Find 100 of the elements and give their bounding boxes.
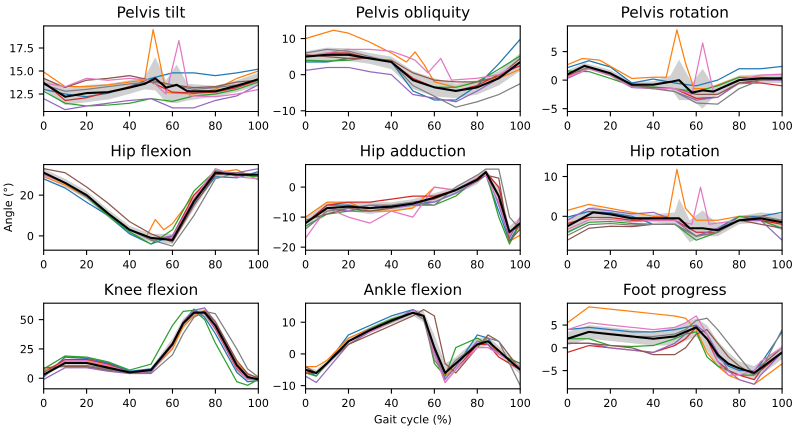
x-tick-label: 40 [646, 260, 660, 268]
x-tick-label: 100 [248, 260, 268, 268]
x-tick-label: 100 [772, 398, 792, 408]
x-tick-label: 40 [123, 121, 136, 130]
x-tick-label: 20 [80, 121, 93, 130]
line-series [44, 40, 258, 98]
x-tick-label: 60 [428, 121, 441, 130]
y-tick-label: 5 [552, 48, 557, 56]
x-tick-label: 40 [123, 260, 136, 268]
x-tick-label: 80 [470, 121, 484, 130]
line-series [306, 54, 520, 83]
x-tick-label: 100 [248, 398, 268, 408]
x-tick-label: 0 [40, 398, 46, 408]
x-tick-label: 20 [342, 260, 355, 268]
x-tick-label: 80 [209, 121, 222, 130]
x-tick-label: 20 [80, 398, 93, 408]
x-tick-label: 100 [772, 260, 792, 268]
x-tick-label: 60 [690, 121, 703, 130]
x-tick-label: 80 [732, 260, 746, 268]
x-tick-label: 20 [342, 398, 355, 408]
x-tick-label: 20 [604, 121, 617, 130]
y-tick-label: 15.0 [10, 66, 34, 76]
chart-title: Pelvis rotation [622, 6, 728, 18]
y-tick-label: −10 [274, 106, 296, 116]
x-tick-label: 0 [564, 260, 570, 268]
y-tick-label: 0 [289, 350, 296, 358]
x-tick-label: 60 [690, 398, 703, 408]
y-tick-label: −10 [274, 382, 296, 390]
x-tick-label: 100 [772, 121, 792, 130]
x-tick-label: 80 [470, 398, 484, 408]
line-series [44, 68, 258, 98]
x-tick-label: 60 [690, 260, 703, 268]
y-tick-label: 10 [282, 34, 296, 43]
y-tick-label: 0 [28, 232, 34, 240]
y-tick-label: 5 [552, 321, 557, 330]
line-series [306, 48, 520, 108]
line-series [567, 306, 782, 385]
x-tick-label: 100 [248, 121, 268, 130]
chart-title: Hip rotation [631, 144, 719, 160]
x-tick-label: 60 [166, 260, 179, 268]
x-tick-label: 60 [166, 121, 179, 130]
y-tick-label: −20 [274, 243, 296, 252]
x-tick-label: 0 [302, 398, 308, 408]
x-tick-label: 80 [732, 121, 746, 130]
y-axis-title: Angle (°) [4, 184, 14, 232]
chart-title: Knee flexion [105, 283, 197, 296]
x-tick-label: 0 [564, 121, 570, 130]
line-series [567, 42, 782, 96]
chart-title: Pelvis obliquity [357, 6, 470, 21]
x-tick-label: 80 [209, 260, 222, 268]
x-tick-label: 60 [166, 398, 179, 408]
y-tick-label: 0 [289, 70, 296, 80]
x-tick-label: 40 [646, 121, 660, 130]
y-tick-label: 0 [551, 76, 557, 85]
y-tick-label: 10 [544, 172, 557, 181]
x-tick-label: 0 [302, 121, 308, 130]
x-tick-label: 40 [384, 121, 398, 130]
y-tick-label: 20 [20, 191, 34, 200]
x-axis-title: Gait cycle (%) [374, 414, 451, 426]
chart-title: Hip flexion [112, 144, 190, 160]
x-tick-label: 20 [342, 121, 355, 130]
y-tick-label: 0 [551, 212, 557, 221]
chart-title: Pelvis tilt [118, 6, 186, 18]
x-tick-label: 80 [732, 398, 746, 408]
y-tick-label: 17.5 [10, 44, 33, 52]
line-series [567, 60, 782, 86]
x-tick-label: 0 [40, 260, 46, 268]
y-tick-label: −5 [542, 366, 557, 375]
x-tick-label: 20 [80, 260, 93, 268]
chart-title: Ankle flexion [364, 283, 461, 296]
x-tick-label: 100 [510, 260, 530, 268]
chart-title: Foot progress [624, 284, 726, 298]
x-tick-label: 100 [510, 121, 530, 130]
y-tick-label: 25 [20, 344, 33, 354]
x-tick-label: 60 [428, 260, 441, 268]
y-tick-label: 0 [28, 374, 34, 383]
line-series [44, 28, 258, 95]
x-tick-label: 40 [384, 398, 398, 408]
x-tick-label: 0 [302, 260, 308, 268]
x-tick-label: 40 [123, 398, 136, 408]
x-tick-label: 0 [40, 121, 46, 130]
line-series [567, 216, 782, 237]
y-tick-label: 12.5 [10, 90, 33, 98]
chart-title: Hip adduction [361, 144, 465, 160]
x-tick-label: 20 [604, 398, 617, 408]
x-tick-label: 20 [604, 260, 617, 268]
x-tick-label: 100 [510, 398, 530, 408]
x-tick-label: 80 [470, 260, 484, 268]
y-tick-label: 10 [282, 318, 296, 327]
x-tick-label: 0 [564, 398, 570, 408]
y-tick-label: −10 [274, 213, 296, 222]
x-tick-label: 40 [384, 260, 398, 268]
line-series [44, 80, 258, 92]
y-tick-label: −5 [542, 104, 557, 114]
y-tick-label: 0 [551, 344, 557, 352]
y-tick-label: 50 [20, 316, 34, 324]
x-tick-label: 40 [646, 398, 660, 408]
x-tick-label: 60 [428, 398, 441, 408]
y-tick-label: 0 [289, 183, 296, 192]
x-tick-label: 80 [209, 398, 222, 408]
